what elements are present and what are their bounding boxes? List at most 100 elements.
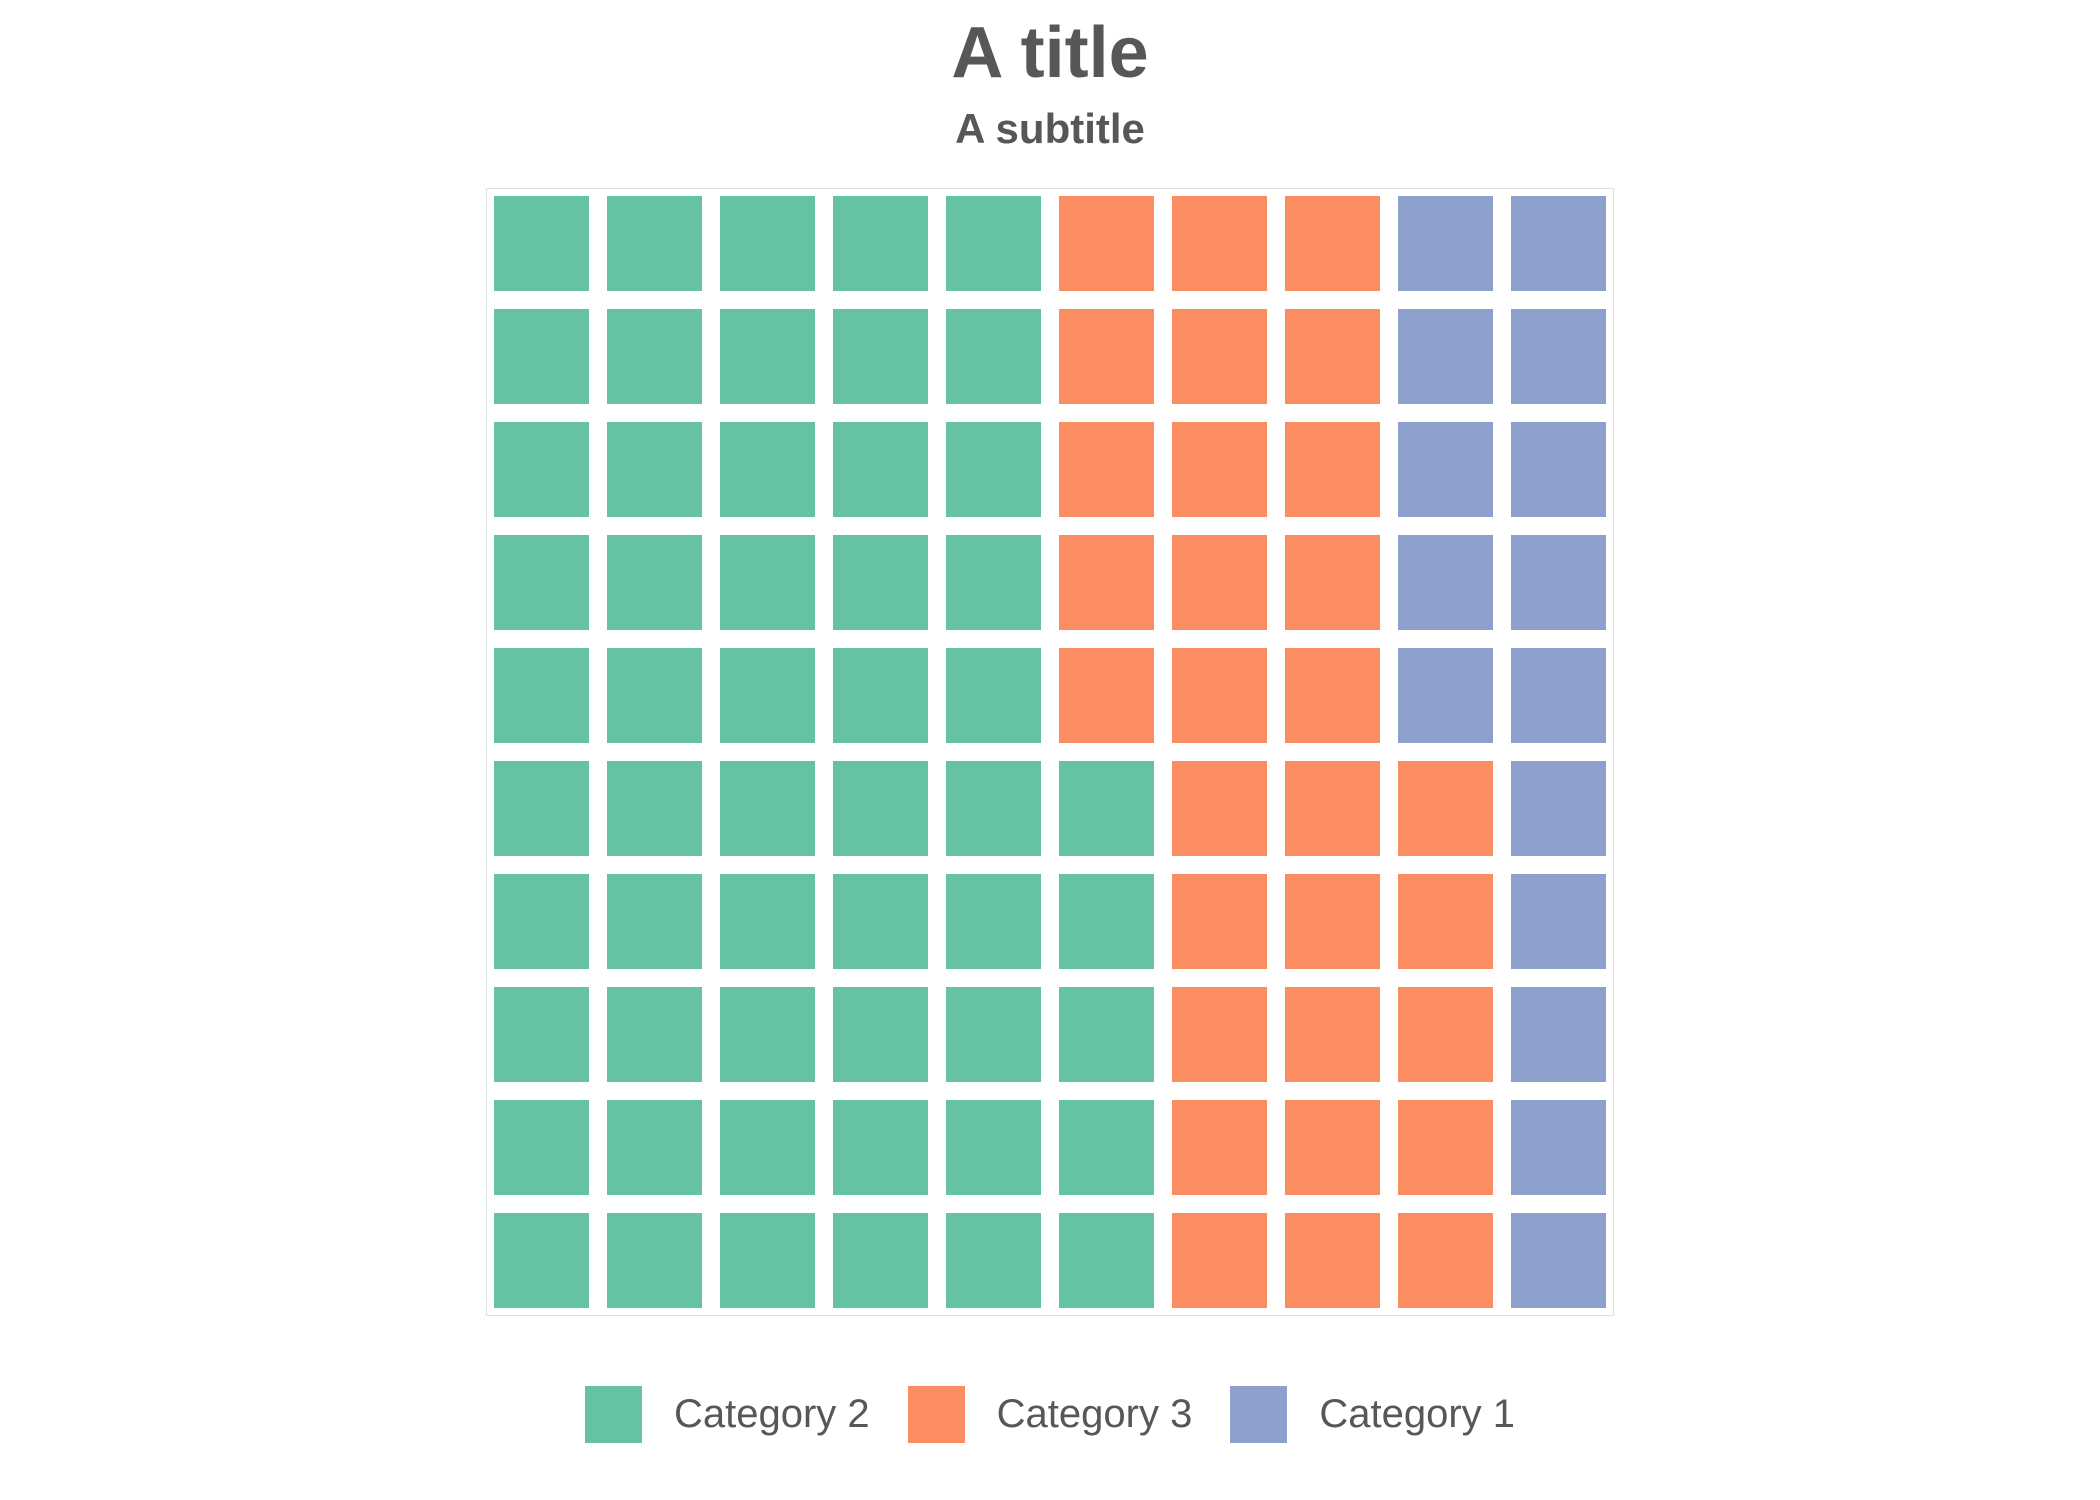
- waffle-cell: [1172, 1100, 1267, 1195]
- waffle-cell: [1511, 987, 1606, 1082]
- waffle-cell: [1059, 535, 1154, 630]
- waffle-cell: [1511, 196, 1606, 291]
- waffle-cell: [607, 309, 702, 404]
- waffle-cell: [946, 535, 1041, 630]
- waffle-cell: [1511, 422, 1606, 517]
- waffle-cell: [1172, 196, 1267, 291]
- waffle-cell: [720, 196, 815, 291]
- legend-swatch: [907, 1386, 965, 1443]
- waffle-cell: [1172, 874, 1267, 969]
- waffle-cell: [833, 422, 928, 517]
- waffle-cell: [1285, 874, 1380, 969]
- waffle-cell: [833, 761, 928, 856]
- waffle-cell: [720, 535, 815, 630]
- waffle-cell: [607, 196, 702, 291]
- waffle-cell: [1511, 761, 1606, 856]
- waffle-cell: [607, 1100, 702, 1195]
- waffle-cell: [1511, 1100, 1606, 1195]
- waffle-cell: [607, 874, 702, 969]
- legend-label: Category 2: [673, 1392, 870, 1436]
- legend-item[interactable]: Category 1: [1230, 1386, 1515, 1443]
- chart-subtitle: A subtitle: [955, 105, 1145, 152]
- waffle-cell: [1285, 987, 1380, 1082]
- waffle-cell: [1172, 422, 1267, 517]
- waffle-cell: [1511, 1213, 1606, 1308]
- waffle-cell: [1285, 1100, 1380, 1195]
- waffle-cell: [833, 987, 928, 1082]
- waffle-cell: [833, 1100, 928, 1195]
- waffle-cell: [946, 761, 1041, 856]
- waffle-cell: [1172, 648, 1267, 743]
- waffle-cell: [1059, 196, 1154, 291]
- waffle-cell: [1172, 1213, 1267, 1308]
- waffle-cell: [720, 309, 815, 404]
- legend-item[interactable]: Category 2: [584, 1386, 870, 1443]
- waffle-cell: [1059, 422, 1154, 517]
- waffle-cell: [833, 648, 928, 743]
- plot-area: [486, 188, 1614, 1316]
- waffle-cell: [1398, 874, 1493, 969]
- waffle-cell: [720, 761, 815, 856]
- waffle-cell: [1059, 1100, 1154, 1195]
- legend-item[interactable]: Category 3: [907, 1386, 1193, 1443]
- waffle-cell: [1398, 1213, 1493, 1308]
- waffle-cell: [1285, 648, 1380, 743]
- waffle-cell: [833, 1213, 928, 1308]
- waffle-cell: [946, 1213, 1041, 1308]
- waffle-cell: [720, 987, 815, 1082]
- waffle-cell: [607, 1213, 702, 1308]
- legend-label: Category 3: [996, 1392, 1193, 1436]
- waffle-cell: [946, 987, 1041, 1082]
- waffle-cell: [607, 987, 702, 1082]
- waffle-cell: [1285, 761, 1380, 856]
- waffle-cell: [1172, 987, 1267, 1082]
- waffle-cell: [1285, 1213, 1380, 1308]
- waffle-cell: [1285, 309, 1380, 404]
- legend-label: Category 1: [1319, 1392, 1515, 1436]
- waffle-cell: [494, 535, 589, 630]
- waffle-cell: [833, 309, 928, 404]
- waffle-cell: [1059, 648, 1154, 743]
- waffle-cell: [1398, 535, 1493, 630]
- waffle-cell: [494, 874, 589, 969]
- waffle-cell: [1398, 761, 1493, 856]
- waffle-cell: [1059, 987, 1154, 1082]
- waffle-cell: [1398, 309, 1493, 404]
- waffle-cell: [1059, 309, 1154, 404]
- waffle-cell: [494, 1100, 589, 1195]
- waffle-cell: [1285, 196, 1380, 291]
- waffle-cell: [946, 648, 1041, 743]
- waffle-cell: [1285, 535, 1380, 630]
- waffle-cell: [833, 196, 928, 291]
- waffle-cell: [1059, 761, 1154, 856]
- waffle-cell: [607, 761, 702, 856]
- waffle-cell: [494, 761, 589, 856]
- waffle-cell: [1398, 196, 1493, 291]
- waffle-cell: [607, 648, 702, 743]
- waffle-cell: [1398, 1100, 1493, 1195]
- waffle-cell: [1511, 874, 1606, 969]
- waffle-cell: [720, 422, 815, 517]
- waffle-cell: [946, 196, 1041, 291]
- waffle-cell: [833, 535, 928, 630]
- waffle-cell: [494, 648, 589, 743]
- waffle-cell: [494, 1213, 589, 1308]
- waffle-cell: [1172, 761, 1267, 856]
- waffle-cell: [946, 309, 1041, 404]
- waffle-cell: [494, 196, 589, 291]
- chart-title: A title: [951, 13, 1149, 93]
- waffle-cell: [1511, 648, 1606, 743]
- waffle-cell: [1511, 535, 1606, 630]
- waffle-cell: [1398, 987, 1493, 1082]
- waffle-cell: [833, 874, 928, 969]
- waffle-grid: [494, 196, 1606, 1308]
- waffle-cell: [946, 422, 1041, 517]
- waffle-cell: [1398, 648, 1493, 743]
- waffle-cell: [1172, 535, 1267, 630]
- waffle-cell: [1059, 874, 1154, 969]
- waffle-cell: [1511, 309, 1606, 404]
- waffle-cell: [720, 874, 815, 969]
- waffle-cell: [1285, 422, 1380, 517]
- waffle-cell: [1172, 309, 1267, 404]
- waffle-cell: [720, 1100, 815, 1195]
